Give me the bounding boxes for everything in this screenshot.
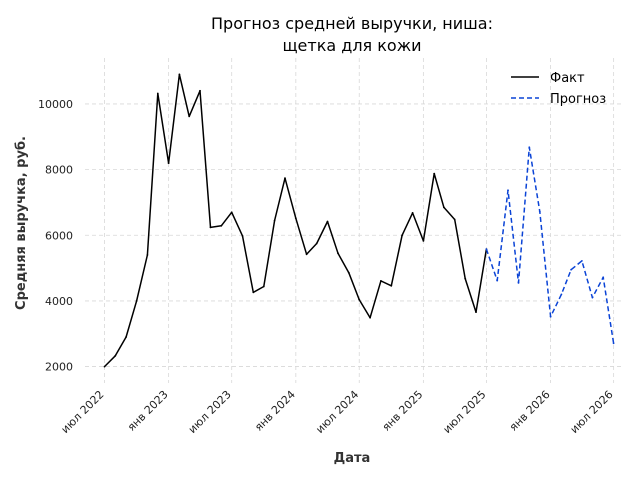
data-point-0 (252, 291, 255, 294)
data-point-1 (538, 210, 541, 213)
series-line-1 (485, 146, 615, 344)
data-point-0 (422, 240, 425, 242)
y-axis-label: Средняя выручка, руб. (14, 136, 29, 310)
data-point-0 (453, 218, 456, 221)
data-point-0 (125, 336, 127, 338)
data-point-0 (294, 217, 297, 220)
grid-lines (85, 58, 622, 383)
data-point-1 (560, 293, 563, 296)
data-point-0 (380, 280, 382, 282)
data-point-0 (241, 235, 244, 237)
y-tick-label: 2000 (45, 361, 73, 374)
data-point-0 (369, 316, 371, 319)
x-axis-label: Дата (334, 451, 371, 466)
data-point-0 (411, 212, 414, 214)
y-tick-label: 6000 (45, 229, 73, 242)
data-point-0 (199, 89, 201, 92)
x-tick-label: июл 2023 (186, 388, 234, 436)
data-point-1 (581, 260, 583, 262)
x-tick-label: июл 2026 (568, 388, 616, 436)
data-point-1 (485, 248, 488, 251)
chart-title-line-1: Прогноз средней выручки, ниша: (211, 14, 493, 33)
legend-label-forecast: Прогноз (550, 92, 606, 107)
data-point-0 (114, 354, 117, 357)
data-point-0 (167, 162, 170, 165)
data-point-0 (433, 172, 436, 175)
data-point-0 (475, 311, 477, 313)
x-tick-label: янв 2026 (507, 388, 553, 434)
data-point-0 (315, 242, 318, 245)
data-point-0 (337, 252, 339, 255)
data-point-0 (273, 219, 276, 222)
data-point-0 (443, 206, 445, 209)
x-tick-label: июл 2025 (441, 388, 489, 436)
y-tick-label: 4000 (45, 295, 73, 308)
data-point-0 (220, 224, 223, 227)
data-point-0 (464, 277, 467, 280)
y-tick-label: 8000 (45, 164, 73, 177)
x-tick-label: янв 2024 (252, 388, 298, 434)
data-point-1 (528, 146, 531, 149)
x-tick-label: янв 2023 (125, 388, 171, 434)
data-point-0 (156, 92, 159, 95)
data-point-0 (230, 211, 233, 214)
data-point-1 (602, 276, 605, 279)
y-tick-label: 10000 (38, 98, 73, 111)
data-point-0 (103, 365, 106, 368)
data-point-0 (284, 177, 286, 180)
x-tick-label: янв 2025 (380, 388, 426, 434)
data-point-1 (549, 315, 552, 318)
data-point-0 (326, 220, 329, 223)
series-lines (103, 73, 615, 368)
data-point-1 (591, 296, 594, 299)
data-point-0 (209, 226, 212, 229)
data-point-0 (188, 115, 191, 118)
legend: Факт Прогноз (511, 71, 606, 107)
data-point-1 (612, 342, 615, 345)
data-point-0 (135, 300, 138, 302)
data-point-0 (358, 298, 361, 301)
data-point-0 (401, 234, 403, 237)
legend-label-fact: Факт (550, 71, 585, 86)
data-point-0 (347, 271, 350, 274)
data-point-0 (262, 285, 265, 288)
x-tick-label: июл 2024 (313, 388, 361, 436)
data-point-1 (496, 279, 499, 282)
data-point-0 (178, 73, 181, 76)
chart-title-line-2: щетка для кожи (282, 36, 421, 55)
data-point-1 (517, 282, 520, 284)
x-tick-label: июл 2022 (59, 388, 107, 436)
data-point-0 (390, 284, 393, 287)
data-point-1 (507, 189, 509, 192)
data-point-0 (146, 254, 149, 256)
data-point-1 (570, 268, 572, 271)
data-point-0 (305, 253, 308, 256)
